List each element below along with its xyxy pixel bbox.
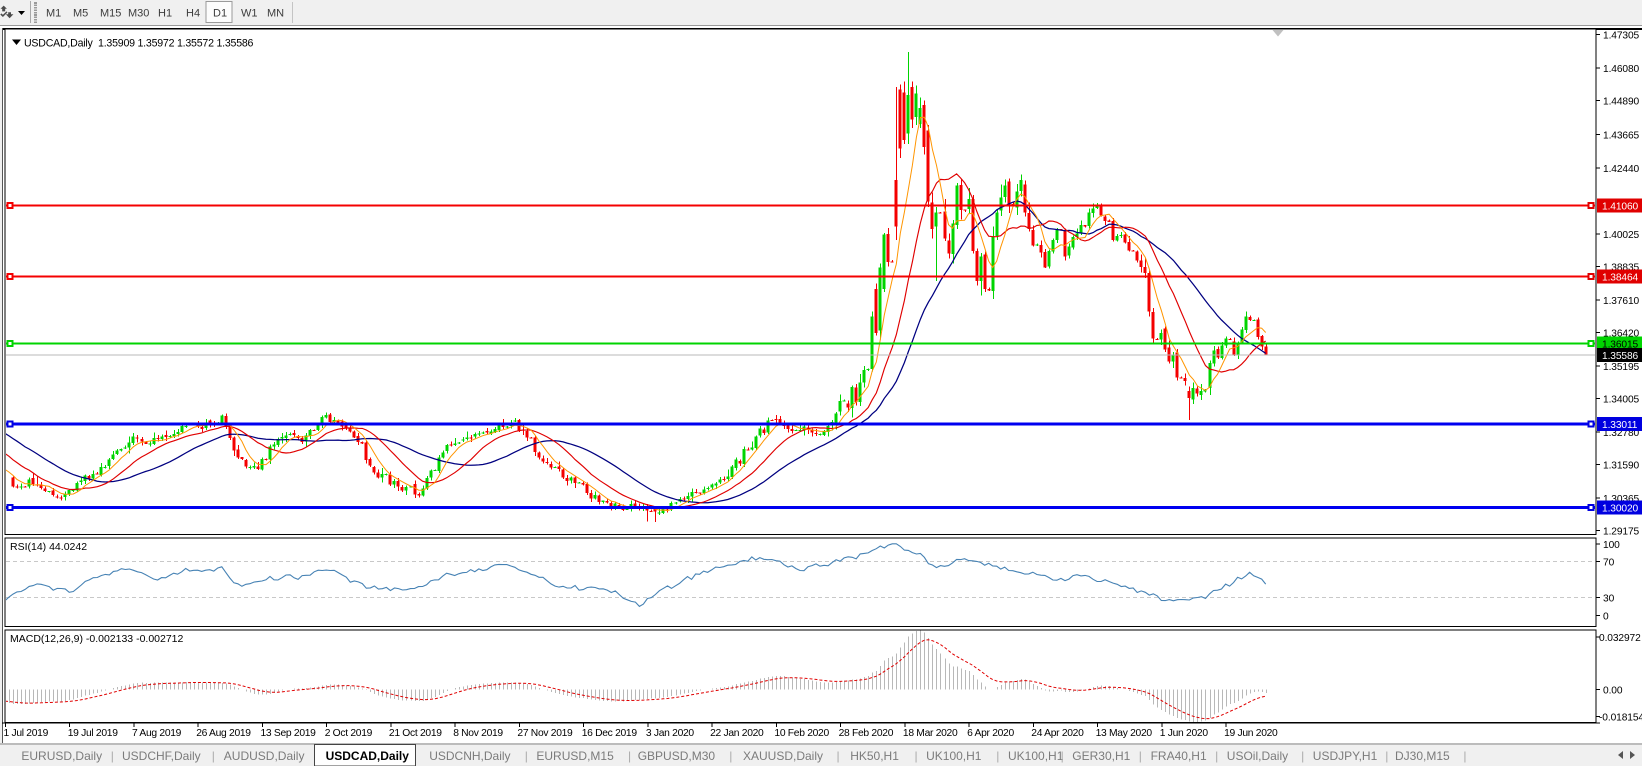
svg-text:22 Jan 2020: 22 Jan 2020 [710, 728, 764, 739]
svg-text:1.44890: 1.44890 [1603, 97, 1640, 108]
svg-text:|: | [1301, 749, 1304, 763]
svg-text:|: | [1385, 749, 1388, 763]
svg-text:16 Dec 2019: 16 Dec 2019 [582, 728, 638, 739]
svg-text:1.29175: 1.29175 [1603, 527, 1640, 538]
svg-text:21 Oct 2019: 21 Oct 2019 [389, 728, 442, 739]
svg-text:1.35195: 1.35195 [1603, 362, 1640, 373]
svg-text:1.38464: 1.38464 [1602, 273, 1639, 284]
svg-text:1.41060: 1.41060 [1602, 202, 1639, 213]
svg-text:UK100,H1: UK100,H1 [1008, 749, 1064, 763]
svg-text:24 Apr 2020: 24 Apr 2020 [1031, 728, 1084, 739]
svg-text:RSI(14) 44.0242: RSI(14) 44.0242 [10, 541, 87, 553]
svg-text:0: 0 [1603, 612, 1609, 623]
svg-text:26 Aug 2019: 26 Aug 2019 [196, 728, 251, 739]
svg-text:30: 30 [1603, 594, 1615, 605]
svg-text:13 Sep 2019: 13 Sep 2019 [261, 728, 317, 739]
svg-text:1.31590: 1.31590 [1603, 461, 1640, 472]
svg-text:1.47305: 1.47305 [1603, 31, 1640, 42]
svg-text:1.35586: 1.35586 [1602, 351, 1639, 362]
svg-text:USDCAD,Daily 1.35909 1.35972: USDCAD,Daily 1.35909 1.35972 1.35572 1.3… [24, 38, 254, 50]
svg-text:|: | [915, 749, 918, 763]
svg-text:0.032972: 0.032972 [1599, 633, 1641, 644]
svg-text:70: 70 [1603, 557, 1615, 568]
svg-text:EURUSD,Daily: EURUSD,Daily [21, 749, 102, 763]
svg-text:|: | [1215, 749, 1218, 763]
svg-text:|: | [837, 749, 840, 763]
svg-text:-0.018154: -0.018154 [1599, 713, 1642, 724]
svg-text:|: | [996, 749, 999, 763]
svg-text:19 Jun 2020: 19 Jun 2020 [1224, 728, 1278, 739]
svg-text:1.32780: 1.32780 [1603, 428, 1640, 439]
svg-text:MACD(12,26,9) -0.002133 -0.002: MACD(12,26,9) -0.002133 -0.002712 [10, 633, 184, 645]
svg-text:7 Aug 2019: 7 Aug 2019 [132, 728, 182, 739]
svg-text:3 Jan 2020: 3 Jan 2020 [646, 728, 695, 739]
svg-text:|: | [729, 749, 732, 763]
svg-text:HK50,H1: HK50,H1 [850, 749, 899, 763]
svg-text:XAUUSD,Daily: XAUUSD,Daily [743, 749, 823, 763]
svg-text:|: | [1061, 749, 1064, 763]
svg-text:AUDUSD,Daily: AUDUSD,Daily [224, 749, 305, 763]
svg-text:M15: M15 [100, 8, 121, 20]
svg-text:6 Apr 2020: 6 Apr 2020 [967, 728, 1014, 739]
svg-text:1.42440: 1.42440 [1603, 164, 1640, 175]
svg-text:1.40025: 1.40025 [1603, 230, 1640, 241]
svg-text:GER30,H1: GER30,H1 [1072, 749, 1130, 763]
svg-text:13 May 2020: 13 May 2020 [1096, 728, 1153, 739]
svg-text:1 Jul 2019: 1 Jul 2019 [4, 728, 49, 739]
svg-text:USDCNH,Daily: USDCNH,Daily [429, 749, 510, 763]
svg-text:1.30365: 1.30365 [1603, 494, 1640, 505]
svg-text:H4: H4 [186, 8, 200, 20]
svg-text:1.38835: 1.38835 [1603, 262, 1640, 273]
svg-text:M5: M5 [73, 8, 88, 20]
svg-text:8 Nov 2019: 8 Nov 2019 [453, 728, 503, 739]
svg-text:|: | [628, 749, 631, 763]
svg-text:1.37610: 1.37610 [1603, 296, 1640, 307]
svg-text:1.30020: 1.30020 [1602, 504, 1639, 515]
svg-text:M1: M1 [46, 8, 61, 20]
svg-text:DJ30,M15: DJ30,M15 [1395, 749, 1450, 763]
svg-text:FRA40,H1: FRA40,H1 [1151, 749, 1207, 763]
svg-text:2 Oct 2019: 2 Oct 2019 [325, 728, 373, 739]
svg-text:100: 100 [1603, 540, 1620, 551]
svg-text:GBPUSD,M30: GBPUSD,M30 [638, 749, 716, 763]
svg-text:EURUSD,M15: EURUSD,M15 [536, 749, 614, 763]
svg-text:19 Jul 2019: 19 Jul 2019 [68, 728, 119, 739]
svg-text:1.46080: 1.46080 [1603, 64, 1640, 75]
svg-text:27 Nov 2019: 27 Nov 2019 [517, 728, 573, 739]
svg-text:1.43665: 1.43665 [1603, 130, 1640, 141]
svg-text:D1: D1 [213, 8, 227, 20]
svg-text:18 Mar 2020: 18 Mar 2020 [903, 728, 958, 739]
svg-text:28 Feb 2020: 28 Feb 2020 [839, 728, 894, 739]
svg-text:W1: W1 [241, 8, 258, 20]
svg-text:1.36420: 1.36420 [1603, 328, 1640, 339]
svg-text:USOil,Daily: USOil,Daily [1227, 749, 1288, 763]
svg-text:|: | [525, 749, 528, 763]
svg-text:USDCHF,Daily: USDCHF,Daily [122, 749, 201, 763]
svg-text:M30: M30 [128, 8, 149, 20]
svg-text:USDCAD,Daily: USDCAD,Daily [326, 749, 410, 763]
svg-text:1.34005: 1.34005 [1603, 395, 1640, 406]
svg-text:1.33011: 1.33011 [1602, 420, 1638, 431]
svg-text:UK100,H1: UK100,H1 [926, 749, 982, 763]
svg-text:|: | [111, 749, 114, 763]
svg-text:H1: H1 [158, 8, 172, 20]
svg-text:|: | [1463, 749, 1466, 763]
svg-text:1 Jun 2020: 1 Jun 2020 [1160, 728, 1209, 739]
svg-text:10 Feb 2020: 10 Feb 2020 [774, 728, 829, 739]
svg-text:|: | [212, 749, 215, 763]
svg-text:1.36015: 1.36015 [1602, 340, 1639, 351]
svg-text:|: | [1139, 749, 1142, 763]
svg-text:0.00: 0.00 [1603, 685, 1623, 696]
svg-text:USDJPY,H1: USDJPY,H1 [1313, 749, 1378, 763]
svg-text:MN: MN [267, 8, 284, 20]
